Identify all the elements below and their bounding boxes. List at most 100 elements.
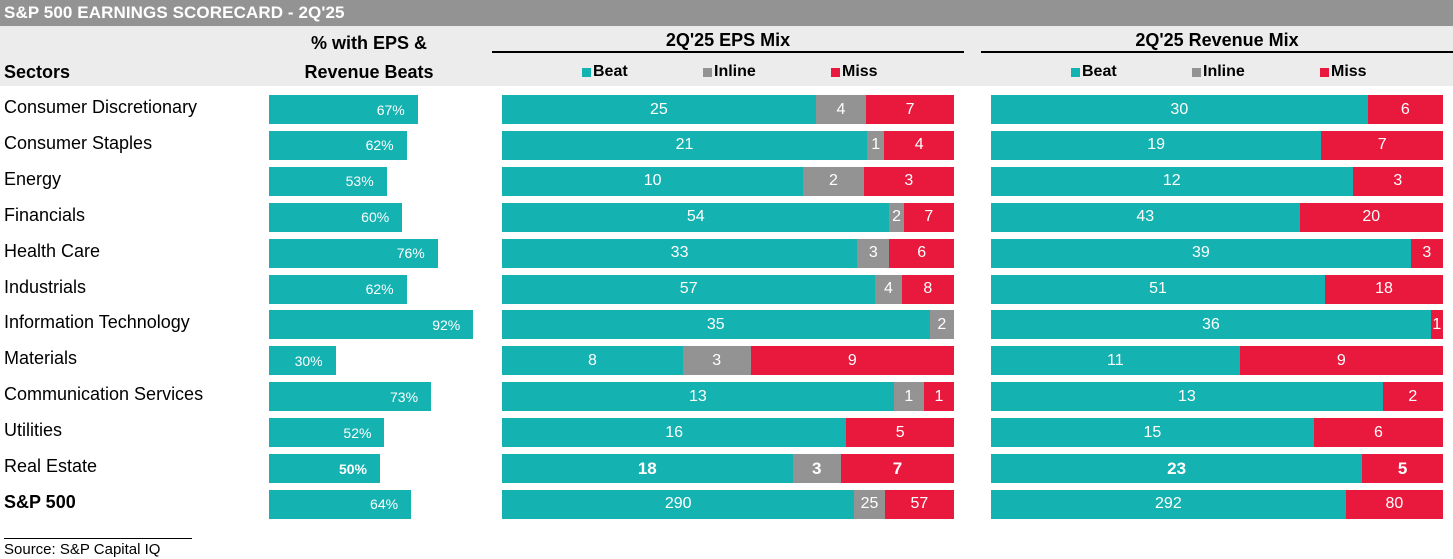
legend-swatch-inline — [1192, 67, 1201, 77]
legend-swatch-miss — [831, 67, 840, 77]
pct-beats-bar-consumer-discretionary: 67% — [269, 95, 418, 124]
eps-real-estate-beat-segment: 18 — [502, 454, 793, 483]
revenue-real-estate-beat-segment: 23 — [991, 454, 1363, 483]
eps-energy-beat-segment: 10 — [502, 166, 804, 196]
pct-beats-bar-energy: 53% — [269, 166, 387, 196]
pct-header-line2: Revenue Beats — [304, 62, 434, 82]
source-rule — [4, 538, 192, 539]
revenue-energy-beat-segment: 12 — [991, 166, 1353, 196]
eps-real-estate-miss-segment: 7 — [841, 454, 954, 483]
pct-beats-bar-consumer-staples: 62% — [269, 130, 407, 160]
eps-health-care-miss-segment: 6 — [889, 238, 954, 268]
pct-beats-bar-industrials: 62% — [269, 274, 407, 304]
sector-label-consumer-discretionary: Consumer Discretionary — [4, 97, 198, 117]
sector-label-information-technology: Information Technology — [4, 312, 190, 333]
revenue-industrials-miss-segment: 18 — [1325, 274, 1443, 304]
eps-health-care-beat-segment: 33 — [502, 238, 858, 268]
eps-consumer-discretionary-miss-segment: 7 — [866, 95, 954, 124]
revenue-communication-services-miss-segment: 2 — [1382, 382, 1443, 412]
pct-beats-bar-utilities: 52% — [269, 418, 385, 448]
revenue-consumer-staples-miss-segment: 7 — [1321, 130, 1443, 160]
eps-sandp-500-miss-segment: 57 — [884, 489, 954, 519]
eps-consumer-staples-miss-segment: 4 — [884, 130, 954, 160]
pct-header-line1: % with EPS & — [310, 33, 427, 53]
sectors-header: Sectors — [4, 62, 71, 82]
legend-label-inline: Inline — [714, 63, 756, 80]
sector-label-health-care: Health Care — [4, 240, 101, 261]
eps-information-technology-beat-segment: 35 — [502, 310, 930, 340]
revenue-utilities-beat-segment: 15 — [991, 418, 1314, 448]
legend-swatch-beat — [582, 67, 591, 77]
eps-information-technology-inline-segment: 2 — [929, 310, 954, 340]
eps-financials-miss-segment: 7 — [903, 202, 954, 232]
sector-label-utilities: Utilities — [4, 420, 63, 441]
legend-label-beat: Beat — [1082, 63, 1117, 80]
pct-beats-bar-sandp-500: 64% — [269, 489, 412, 519]
revenue-energy-miss-segment: 3 — [1352, 166, 1443, 196]
eps-industrials-beat-segment: 57 — [502, 274, 876, 304]
eps-communication-services-inline-segment: 1 — [893, 382, 924, 412]
revenue-communication-services-beat-segment: 13 — [991, 382, 1383, 412]
eps-mix-rule — [492, 51, 964, 53]
eps-financials-inline-segment: 2 — [889, 202, 904, 232]
revenue-financials-beat-segment: 43 — [991, 202, 1300, 232]
pct-beats-bar-communication-services: 73% — [269, 382, 432, 412]
eps-consumer-staples-inline-segment: 1 — [867, 130, 885, 160]
eps-utilities-beat-segment: 16 — [502, 418, 847, 448]
header-band — [0, 26, 1453, 86]
revenue-information-technology-beat-segment: 36 — [991, 310, 1431, 340]
eps-legend-miss: Miss — [831, 63, 878, 81]
eps-communication-services-beat-segment: 13 — [502, 382, 894, 412]
legend-swatch-miss — [1320, 67, 1329, 77]
revenue-industrials-beat-segment: 51 — [991, 274, 1326, 304]
legend-swatch-inline — [703, 67, 712, 77]
eps-sandp-500-inline-segment: 25 — [854, 489, 885, 519]
title-bar: S&P 500 EARNINGS SCORECARD - 2Q'25 — [0, 0, 1453, 26]
revenue-real-estate-miss-segment: 5 — [1362, 454, 1443, 483]
sector-label-energy: Energy — [4, 168, 62, 189]
rev-legend-miss: Miss — [1320, 63, 1367, 81]
rev-legend-inline: Inline — [1192, 63, 1245, 81]
pct-beats-bar-information-technology: 92% — [269, 310, 474, 340]
legend-label-beat: Beat — [593, 63, 628, 80]
eps-industrials-inline-segment: 4 — [875, 274, 902, 304]
source-note: Source: S&P Capital IQ — [4, 541, 161, 558]
eps-energy-inline-segment: 2 — [803, 166, 864, 196]
eps-communication-services-miss-segment: 1 — [923, 382, 954, 412]
eps-materials-inline-segment: 3 — [682, 346, 751, 376]
pct-beats-bar-financials: 60% — [269, 202, 403, 232]
eps-energy-miss-segment: 3 — [863, 166, 954, 196]
eps-sandp-500-beat-segment: 290 — [502, 489, 855, 519]
eps-legend-beat: Beat — [582, 63, 628, 81]
sector-label-communication-services: Communication Services — [4, 384, 204, 405]
rev-legend-beat: Beat — [1071, 63, 1117, 81]
sector-label-materials: Materials — [4, 348, 78, 369]
eps-consumer-staples-beat-segment: 21 — [502, 130, 868, 160]
revenue-information-technology-miss-segment: 1 — [1430, 310, 1443, 340]
eps-mix-header: 2Q'25 EPS Mix — [665, 30, 791, 50]
eps-utilities-miss-segment: 5 — [846, 418, 954, 448]
revenue-consumer-staples-beat-segment: 19 — [991, 130, 1322, 160]
eps-legend-inline: Inline — [703, 63, 756, 81]
revenue-materials-beat-segment: 11 — [991, 346, 1240, 376]
legend-swatch-beat — [1071, 67, 1080, 77]
revenue-mix-rule — [981, 51, 1453, 53]
eps-real-estate-inline-segment: 3 — [792, 454, 841, 483]
pct-beats-bar-materials: 30% — [269, 346, 336, 376]
revenue-sandp-500-miss-segment: 80 — [1345, 489, 1443, 519]
eps-materials-beat-segment: 8 — [502, 346, 683, 376]
chart-title: S&P 500 EARNINGS SCORECARD - 2Q'25 — [4, 3, 345, 22]
pct-beats-bar-health-care: 76% — [269, 238, 438, 268]
revenue-financials-miss-segment: 20 — [1299, 202, 1443, 232]
eps-financials-beat-segment: 54 — [502, 202, 890, 232]
revenue-materials-miss-segment: 9 — [1239, 346, 1443, 376]
eps-health-care-inline-segment: 3 — [857, 238, 890, 268]
revenue-utilities-miss-segment: 6 — [1313, 418, 1443, 448]
sector-label-industrials: Industrials — [4, 276, 87, 297]
eps-consumer-discretionary-beat-segment: 25 — [502, 95, 816, 124]
revenue-health-care-miss-segment: 3 — [1410, 238, 1443, 268]
revenue-mix-header: 2Q'25 Revenue Mix — [1135, 30, 1299, 50]
revenue-consumer-discretionary-miss-segment: 6 — [1367, 95, 1443, 124]
revenue-consumer-discretionary-beat-segment: 30 — [991, 95, 1368, 124]
eps-materials-miss-segment: 9 — [750, 346, 954, 376]
